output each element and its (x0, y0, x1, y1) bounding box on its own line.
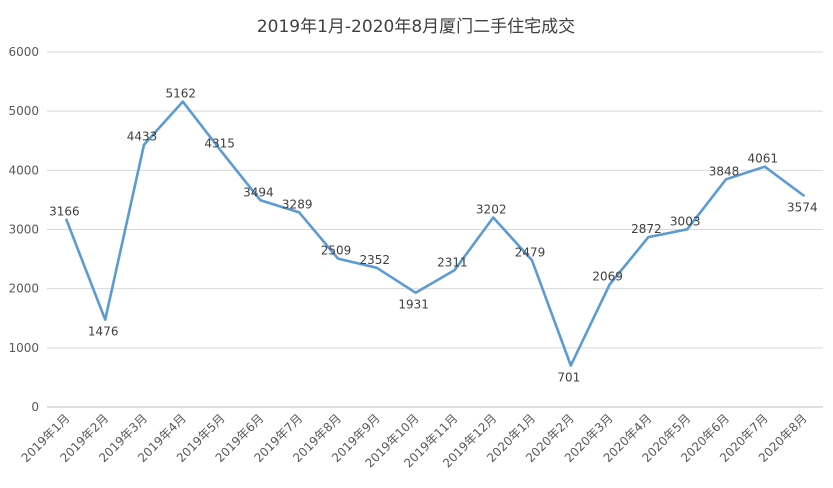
y-tick-label: 4000 (8, 163, 39, 177)
y-tick-label: 2000 (8, 282, 39, 296)
data-label: 3289 (282, 197, 313, 211)
data-label: 4061 (748, 152, 779, 166)
data-label: 4315 (204, 137, 235, 151)
data-label: 3202 (476, 203, 507, 217)
data-label: 3003 (670, 214, 701, 228)
data-label: 2872 (631, 222, 662, 236)
x-axis-ticks: 2019年1月2019年2月2019年3月2019年4月2019年5月2019年… (19, 411, 810, 470)
data-label: 2069 (592, 270, 623, 284)
y-axis-ticks: 0 1000 2000 3000 4000 5000 6000 (8, 45, 39, 414)
data-label: 5162 (166, 87, 197, 101)
data-label: 2479 (515, 245, 546, 259)
data-label: 3848 (709, 164, 740, 178)
data-label: 701 (557, 371, 580, 385)
data-label: 4433 (127, 130, 158, 144)
data-label: 1931 (398, 298, 429, 312)
y-tick-label: 3000 (8, 223, 39, 237)
data-label: 3574 (787, 201, 818, 215)
series-layer (65, 100, 805, 367)
y-tick-label: 5000 (8, 104, 39, 118)
data-label: 1476 (88, 325, 119, 339)
y-tick-label: 1000 (8, 341, 39, 355)
data-label: 2311 (437, 255, 468, 269)
data-label: 3494 (243, 185, 274, 199)
series-line (65, 100, 805, 367)
grid-lines (47, 51, 823, 408)
y-tick-label: 6000 (8, 45, 39, 59)
data-label: 3166 (49, 205, 80, 219)
chart-title: 2019年1月-2020年8月厦门二手住宅成交 (257, 17, 575, 37)
data-labels: 3166 1476 4433 5162 4315 3494 3289 2509 2352 1931… (49, 87, 817, 385)
y-tick-label: 0 (31, 400, 39, 414)
data-label: 2352 (360, 253, 391, 267)
data-label: 2509 (321, 244, 352, 258)
